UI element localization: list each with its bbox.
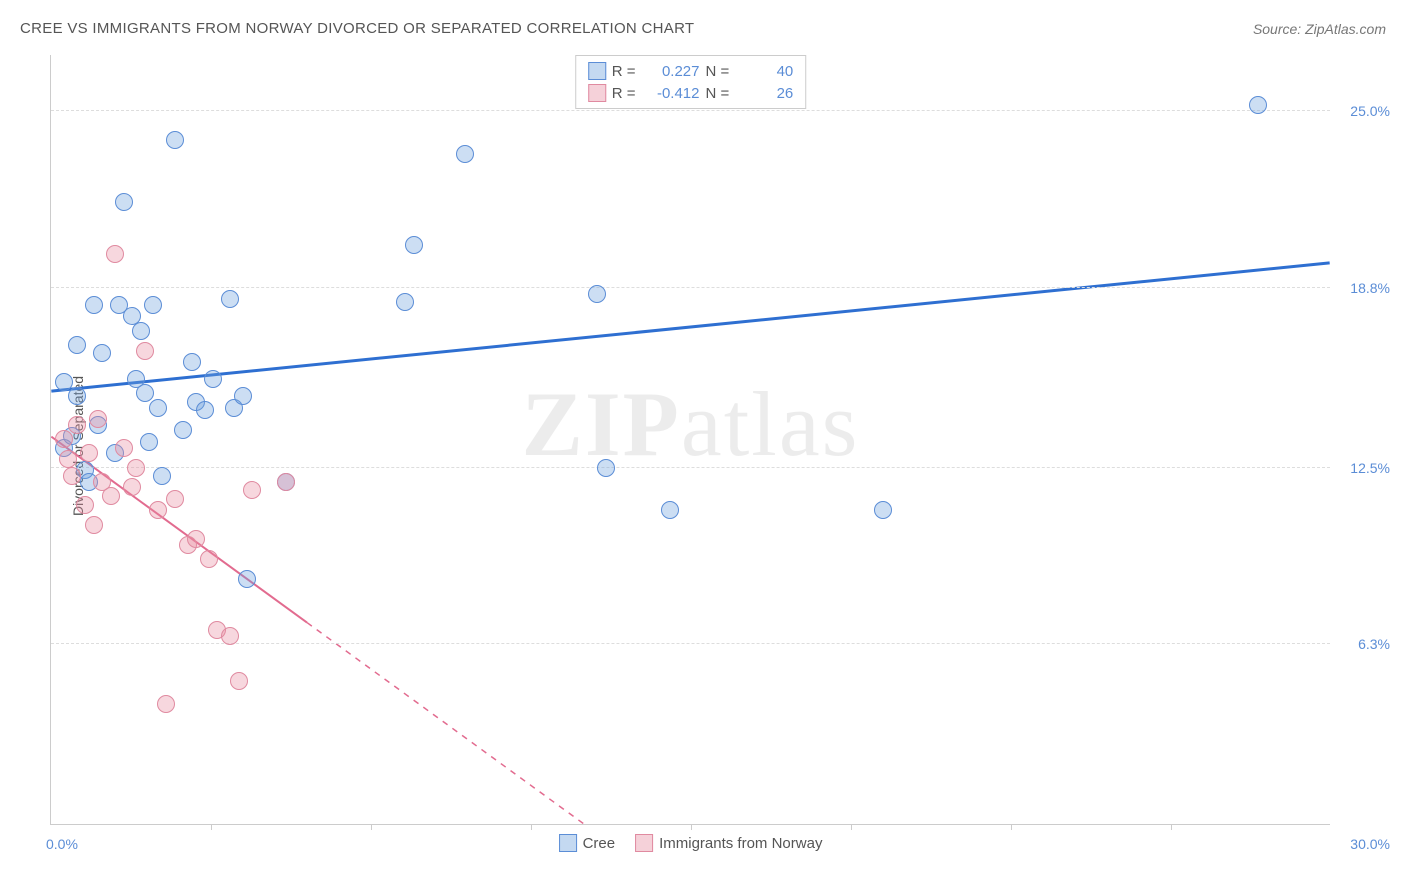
chart-title: CREE VS IMMIGRANTS FROM NORWAY DIVORCED … — [20, 20, 694, 37]
x-tick — [531, 824, 532, 830]
legend-row-norway: R = -0.412 N = 26 — [588, 82, 794, 104]
x-tick — [851, 824, 852, 830]
data-point — [85, 296, 103, 314]
source-prefix: Source: — [1253, 21, 1305, 37]
r-label: R = — [612, 63, 636, 80]
series-legend: Cree Immigrants from Norway — [559, 834, 823, 852]
x-axis-min-label: 0.0% — [46, 836, 78, 852]
y-tick-label: 25.0% — [1350, 103, 1390, 119]
data-point — [127, 459, 145, 477]
data-point — [89, 410, 107, 428]
data-point — [149, 399, 167, 417]
legend-item-cree: Cree — [559, 834, 616, 852]
x-tick — [211, 824, 212, 830]
data-point — [597, 459, 615, 477]
data-point — [187, 530, 205, 548]
watermark-atlas: atlas — [681, 373, 860, 475]
legend-label-cree: Cree — [583, 835, 616, 852]
data-point — [200, 550, 218, 568]
chart-header: CREE VS IMMIGRANTS FROM NORWAY DIVORCED … — [20, 20, 1386, 37]
source-name: ZipAtlas.com — [1305, 21, 1386, 37]
data-point — [76, 496, 94, 514]
data-point — [153, 467, 171, 485]
data-point — [102, 487, 120, 505]
swatch-cree-icon — [588, 62, 606, 80]
data-point — [149, 501, 167, 519]
data-point — [456, 145, 474, 163]
data-point — [115, 439, 133, 457]
gridline — [51, 467, 1330, 468]
data-point — [63, 467, 81, 485]
data-point — [93, 344, 111, 362]
y-tick-label: 18.8% — [1350, 280, 1390, 296]
n-label: N = — [706, 63, 730, 80]
data-point — [55, 430, 73, 448]
data-point — [68, 416, 86, 434]
data-point — [144, 296, 162, 314]
data-point — [166, 131, 184, 149]
data-point — [204, 370, 222, 388]
data-point — [1249, 96, 1267, 114]
data-point — [196, 401, 214, 419]
swatch-norway-icon — [588, 84, 606, 102]
data-point — [234, 387, 252, 405]
data-point — [661, 501, 679, 519]
legend-label-norway: Immigrants from Norway — [659, 835, 822, 852]
data-point — [59, 450, 77, 468]
data-point — [183, 353, 201, 371]
gridline — [51, 643, 1330, 644]
trend-lines-svg — [51, 55, 1330, 824]
data-point — [166, 490, 184, 508]
data-point — [136, 342, 154, 360]
data-point — [106, 245, 124, 263]
legend-item-norway: Immigrants from Norway — [635, 834, 822, 852]
data-point — [157, 695, 175, 713]
x-tick — [691, 824, 692, 830]
data-point — [238, 570, 256, 588]
y-tick-label: 6.3% — [1358, 636, 1390, 652]
data-point — [136, 384, 154, 402]
correlation-legend: R = 0.227 N = 40 R = -0.412 N = 26 — [575, 55, 807, 109]
source-attribution: Source: ZipAtlas.com — [1253, 21, 1386, 37]
y-tick-label: 12.5% — [1350, 460, 1390, 476]
x-tick — [1171, 824, 1172, 830]
n-label: N = — [706, 85, 730, 102]
plot-area: ZIPatlas R = 0.227 N = 40 R = -0.412 N =… — [50, 55, 1330, 825]
data-point — [68, 336, 86, 354]
gridline — [51, 110, 1330, 111]
data-point — [68, 387, 86, 405]
data-point — [123, 307, 141, 325]
r-value-norway: -0.412 — [642, 85, 700, 102]
data-point — [221, 290, 239, 308]
n-value-norway: 26 — [735, 85, 793, 102]
data-point — [588, 285, 606, 303]
data-point — [140, 433, 158, 451]
n-value-cree: 40 — [735, 63, 793, 80]
data-point — [115, 193, 133, 211]
swatch-norway-icon — [635, 834, 653, 852]
data-point — [277, 473, 295, 491]
x-tick — [371, 824, 372, 830]
data-point — [80, 444, 98, 462]
swatch-cree-icon — [559, 834, 577, 852]
gridline — [51, 287, 1330, 288]
legend-row-cree: R = 0.227 N = 40 — [588, 60, 794, 82]
data-point — [221, 627, 239, 645]
data-point — [243, 481, 261, 499]
x-tick — [1011, 824, 1012, 830]
data-point — [85, 516, 103, 534]
data-point — [230, 672, 248, 690]
data-point — [396, 293, 414, 311]
data-point — [874, 501, 892, 519]
r-label: R = — [612, 85, 636, 102]
x-axis-max-label: 30.0% — [1350, 836, 1390, 852]
data-point — [174, 421, 192, 439]
data-point — [123, 478, 141, 496]
data-point — [405, 236, 423, 254]
r-value-cree: 0.227 — [642, 63, 700, 80]
watermark: ZIPatlas — [522, 371, 860, 477]
